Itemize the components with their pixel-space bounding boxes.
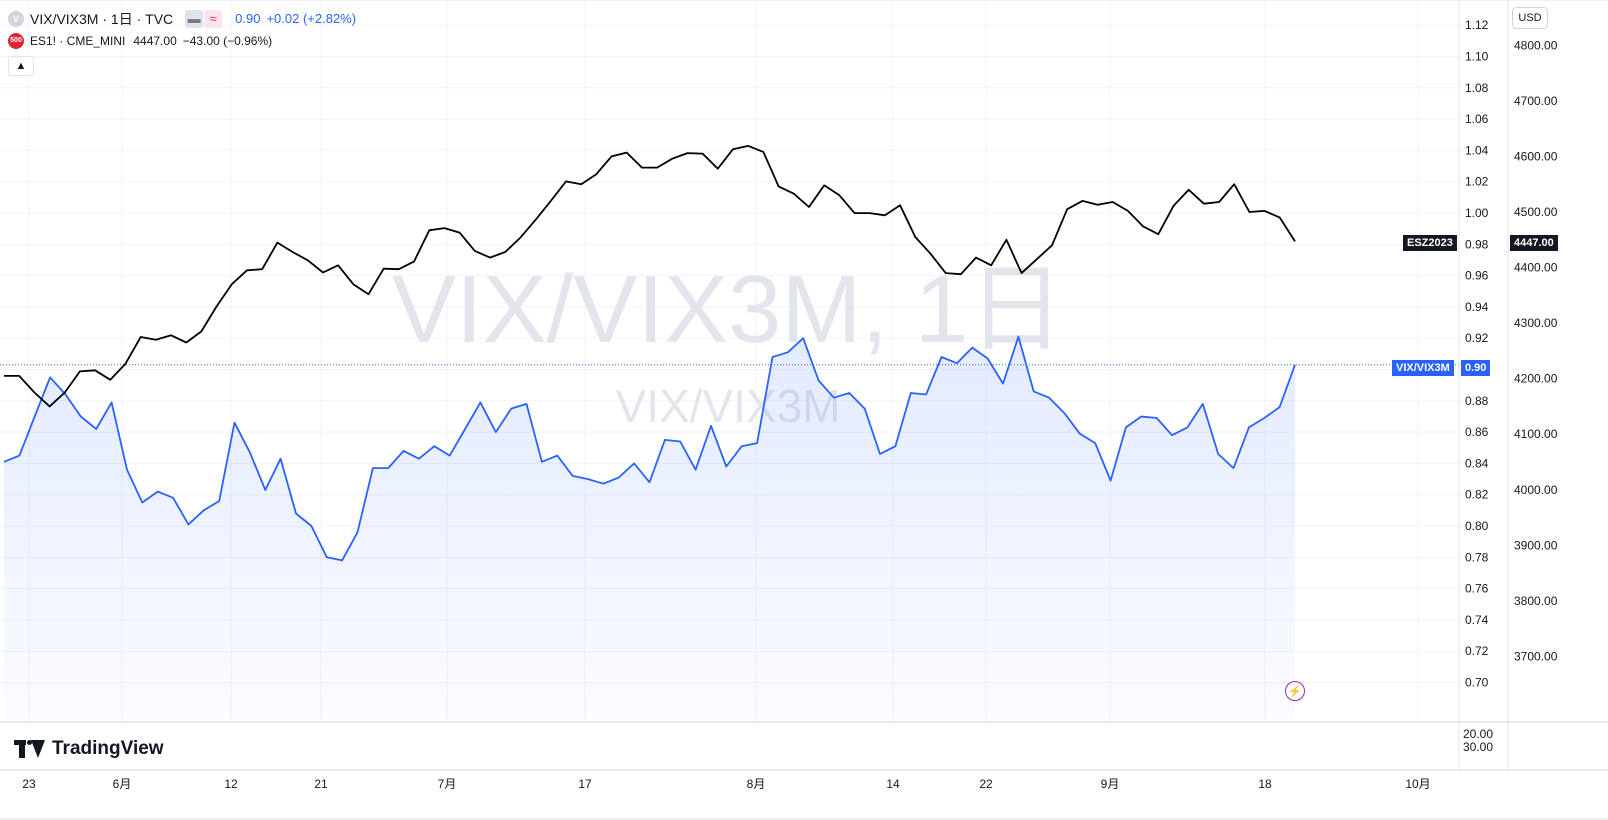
price-tick-label: 4600.00 [1514, 149, 1558, 163]
legend: V VIX/VIX3M · 1日 · TVC ▬ ≈ 0.90 +0.02 (+… [8, 8, 356, 76]
ratio-tick-label: 0.82 [1465, 488, 1489, 502]
price-tick-label: 3800.00 [1514, 594, 1558, 608]
time-tick-label: 12 [224, 777, 238, 791]
time-tick-label: 6月 [113, 777, 132, 791]
price-tick-label: 4400.00 [1514, 261, 1558, 275]
sub-tick-label: 30.00 [1463, 740, 1493, 754]
price-tick-label: 4000.00 [1514, 483, 1558, 497]
vix-symbol-icon: V [8, 11, 24, 27]
price-tick-label: 3900.00 [1514, 538, 1558, 552]
ratio-tick-label: 0.70 [1465, 676, 1489, 690]
time-tick-label: 10月 [1405, 777, 1430, 791]
time-tick-label: 23 [22, 777, 36, 791]
vix-series-line [3, 335, 1296, 562]
legend-compare-value: 4447.00 [133, 34, 177, 48]
ratio-tick-label: 1.02 [1465, 175, 1489, 189]
legend-main-value: 0.90 [235, 11, 261, 26]
price-tick-label: 4500.00 [1514, 205, 1558, 219]
ratio-tick-label: 1.04 [1465, 143, 1489, 157]
ratio-tick-label: 0.92 [1465, 331, 1489, 345]
time-tick-label: 8月 [747, 777, 766, 791]
es-price-tag: 4447.00 [1510, 235, 1558, 251]
time-tick-label: 22 [979, 777, 993, 791]
vix-price-tag: 0.90 [1461, 360, 1491, 376]
ratio-axis[interactable]: 1.12 1.10 1.08 1.06 1.04 1.02 1.00 0.98 0.96 0.94… [1465, 18, 1489, 689]
chevron-up-icon: ▲ [15, 60, 27, 72]
eye-icon[interactable]: ▬ [185, 10, 204, 28]
legend-main-row[interactable]: V VIX/VIX3M · 1日 · TVC ▬ ≈ 0.90 +0.02 (+… [8, 8, 356, 30]
time-axis[interactable]: 23 6月 12 21 7月 17 8月 14 22 9月 18 10月 [22, 777, 1430, 791]
es-name-tag: ESZ2023 [1403, 235, 1457, 251]
vix-name-tag: VIX/VIX3M [1392, 360, 1454, 376]
ratio-tick-label: 1.00 [1465, 206, 1489, 220]
price-tick-label: 4200.00 [1514, 372, 1558, 386]
ratio-tick-label: 0.76 [1465, 582, 1489, 596]
ratio-tick-label: 0.74 [1465, 613, 1489, 627]
ratio-tick-label: 0.72 [1465, 644, 1489, 658]
es-symbol-icon: 500 [8, 33, 24, 49]
price-tick-label: 4700.00 [1514, 94, 1558, 108]
time-tick-label: 9月 [1101, 777, 1120, 791]
currency-selector[interactable]: USD [1512, 7, 1548, 29]
ratio-tick-label: 1.12 [1465, 18, 1489, 32]
time-tick-label: 18 [1258, 777, 1272, 791]
tradingview-mark-icon [14, 740, 46, 758]
ratio-tick-label: 0.80 [1465, 519, 1489, 533]
legend-main-title[interactable]: VIX/VIX3M · 1日 · TVC [30, 11, 174, 27]
ratio-tick-label: 1.10 [1465, 50, 1489, 64]
legend-compare-row[interactable]: 500 ES1! · CME_MINI 4447.00 −43.00 (−0.9… [8, 30, 356, 52]
legend-compare-title[interactable]: ES1! · CME_MINI [30, 34, 126, 48]
ratio-tick-label: 0.94 [1465, 300, 1489, 314]
legend-collapse-button[interactable]: ▲ [8, 56, 34, 76]
legend-main-change: +0.02 (+2.82%) [266, 11, 357, 26]
time-tick-label: 7月 [438, 777, 457, 791]
vix-area [4, 336, 1295, 722]
wave-icon[interactable]: ≈ [204, 10, 223, 28]
series-layer [0, 145, 1459, 722]
legend-compare-change: −43.00 (−0.96%) [182, 34, 273, 48]
ratio-tick-label: 0.86 [1465, 425, 1489, 439]
ratio-tick-label: 0.78 [1465, 550, 1489, 564]
sub-tick-label: 20.00 [1463, 727, 1493, 741]
price-tick-label: 3700.00 [1514, 649, 1558, 663]
time-tick-label: 14 [886, 777, 900, 791]
brand-name: TradingView [52, 738, 164, 759]
tradingview-logo[interactable]: TradingView [14, 738, 164, 760]
price-tick-label: 4300.00 [1514, 316, 1558, 330]
price-axis[interactable]: 4800.00 4700.00 4600.00 4500.00 4400.00 4300.… [1514, 38, 1558, 663]
alert-bolt-icon[interactable]: ⚡ [1285, 681, 1305, 701]
price-tick-label: 4800.00 [1514, 38, 1558, 52]
time-tick-label: 17 [578, 777, 592, 791]
price-tick-label: 4100.00 [1514, 427, 1558, 441]
ratio-tick-label: 1.06 [1465, 112, 1489, 126]
ratio-tick-label: 0.98 [1465, 237, 1489, 251]
ratio-tick-label: 0.88 [1465, 394, 1489, 408]
es-series-line [4, 145, 1296, 408]
time-tick-label: 21 [314, 777, 328, 791]
ratio-tick-label: 0.84 [1465, 456, 1489, 470]
ratio-tick-label: 1.08 [1465, 81, 1489, 95]
ratio-tick-label: 0.96 [1465, 269, 1489, 283]
